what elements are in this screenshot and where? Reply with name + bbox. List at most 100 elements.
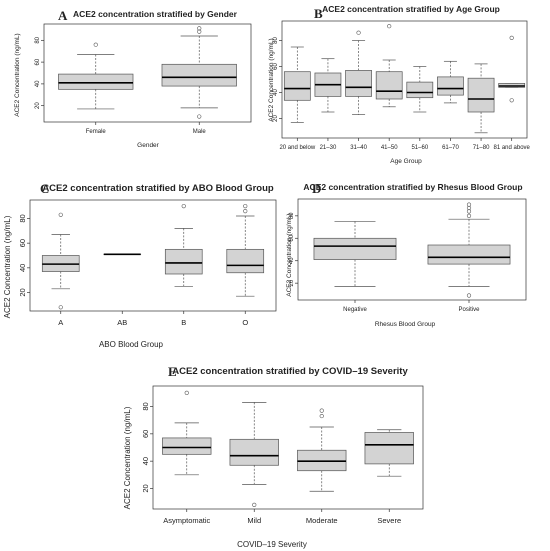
panel-d-xlabel: Rhesus Blood Group (375, 321, 436, 328)
panel-e-xlabel: COVID–19 Severity (237, 540, 307, 549)
iqr-box (467, 77, 495, 113)
outlier-point (197, 114, 202, 119)
box-2 (314, 58, 342, 113)
y-tick-label: 80 (141, 402, 150, 410)
box-1 (313, 221, 397, 287)
y-tick-label: 60 (141, 430, 150, 438)
x-tick-label: 21–30 (320, 145, 337, 151)
panel-e: E ACE2 concentration stratified by COVID… (123, 364, 424, 549)
x-tick-label: Female (86, 129, 107, 135)
outlier-point (509, 98, 514, 103)
panel-d-title: ACE2 concentration stratified by Rhesus … (303, 182, 522, 192)
box-3 (164, 204, 203, 287)
panel-b-ylabel: ACE2 Concentration (ng/mL) (268, 38, 275, 121)
box-4 (364, 429, 414, 477)
x-tick-label: Positive (458, 307, 480, 313)
iqr-box (345, 70, 372, 97)
iqr-box (427, 244, 511, 265)
x-tick-label: 31–40 (350, 145, 367, 151)
outlier-point (319, 408, 324, 413)
box-6 (437, 60, 464, 104)
panel-label-a: A (58, 8, 68, 23)
panel-c-title: ACE2 concentration stratified by ABO Blo… (42, 183, 274, 194)
x-tick-label: Negative (343, 307, 367, 313)
iqr-box (161, 63, 237, 87)
outlier-point (243, 209, 248, 214)
outlier-point (466, 293, 472, 298)
iqr-box (283, 71, 311, 101)
y-tick-label: 60 (289, 234, 295, 241)
iqr-box (313, 237, 397, 260)
panel-b-title: ACE2 concentration stratified by Age Gro… (322, 4, 500, 14)
x-tick-label: AB (117, 318, 127, 327)
outlier-point (184, 390, 189, 395)
panel-a-xlabel: Gender (137, 142, 160, 149)
box-1 (162, 390, 212, 476)
panel-c-ylabel: ACE2 Concentration (ng/mL) (3, 215, 12, 318)
plot-frame (29, 199, 277, 312)
iqr-box (406, 81, 434, 99)
outlier-point (509, 35, 514, 41)
iqr-box (364, 432, 414, 465)
y-tick-label: 80 (289, 212, 295, 219)
panel-e-title: ACE2 concentration stratified by COVID–1… (172, 366, 408, 377)
box-4 (375, 24, 403, 108)
box-4 (226, 204, 265, 297)
x-tick-label: 61–70 (442, 145, 459, 151)
panel-a-plot: 20 40 60 80 Female Male (35, 23, 252, 135)
panel-label-b: B (314, 6, 323, 21)
iqr-box (164, 248, 203, 275)
box-5 (406, 66, 434, 113)
box-3 (345, 30, 372, 115)
outlier-point (466, 213, 472, 218)
panel-b: B ACE2 concentration stratified by Age G… (268, 4, 531, 165)
outlier-point (93, 42, 98, 47)
y-tick-label: 80 (273, 37, 279, 44)
iqr-box (375, 71, 403, 100)
x-tick-label: 20 and below (279, 145, 315, 151)
box-3 (297, 408, 347, 492)
y-tick-label: 20 (289, 279, 295, 286)
x-tick-label: 41–50 (381, 145, 398, 151)
box-7 (467, 63, 495, 134)
y-tick-label: 60 (18, 239, 27, 247)
outlier-point (466, 205, 472, 211)
y-tick-label: 20 (273, 115, 279, 122)
y-tick-label: 40 (141, 457, 150, 465)
plot-frame (43, 23, 252, 123)
x-tick-label: 51–60 (411, 145, 428, 151)
outlier-point (252, 502, 257, 508)
panel-label-e: E (168, 364, 177, 379)
box-1 (58, 42, 134, 110)
y-tick-label: 20 (141, 484, 150, 492)
y-tick-label: 20 (18, 288, 27, 296)
outlier-point (387, 24, 392, 29)
panel-a-ylabel: ACE2 Concentration (ng/mL) (14, 33, 21, 116)
iqr-box (437, 76, 464, 96)
plot-frame (152, 385, 424, 510)
x-tick-label: 71–80 (473, 145, 490, 151)
iqr-box (162, 437, 212, 455)
x-tick-label: 81 and above (494, 145, 531, 151)
panel-e-ylabel: ACE2 Concentration (ng/mL) (123, 406, 132, 509)
outlier-point (466, 209, 472, 214)
y-tick-label: 80 (35, 36, 41, 43)
x-tick-label: B (181, 318, 186, 327)
plot-frame (297, 198, 527, 301)
box-1 (41, 212, 80, 310)
panel-a: A ACE2 concentration stratified by Gende… (14, 8, 252, 149)
x-tick-label: A (58, 318, 63, 327)
panel-a-title: ACE2 concentration stratified by Gender (73, 9, 238, 19)
outlier-point (466, 202, 472, 207)
panel-d-plot: 20 40 60 80 Negative Positive (289, 198, 527, 313)
plot-frame (281, 20, 528, 139)
panel-c-plot: 20 40 60 80 A AB B O (18, 199, 277, 327)
box-8 (498, 35, 526, 103)
box-2 (229, 402, 279, 508)
x-tick-label: O (242, 318, 248, 327)
y-tick-label: 40 (18, 264, 27, 272)
x-tick-label: Male (193, 129, 207, 135)
outlier-point (58, 212, 63, 217)
outlier-point (181, 204, 186, 209)
